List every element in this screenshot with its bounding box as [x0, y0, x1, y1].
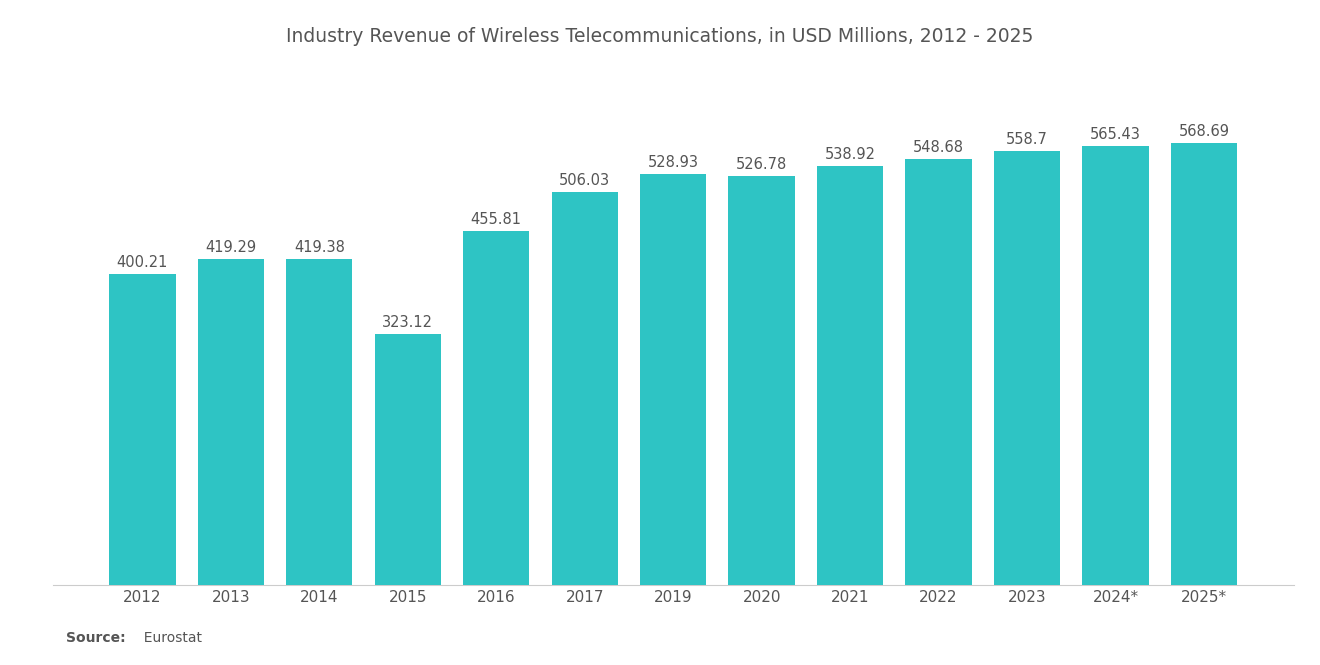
Text: 568.69: 568.69 [1179, 124, 1229, 139]
Text: 528.93: 528.93 [648, 155, 698, 170]
Text: 548.68: 548.68 [913, 140, 964, 155]
Text: 558.7: 558.7 [1006, 132, 1048, 147]
Bar [110, 274, 176, 585]
Bar [1082, 146, 1148, 585]
Text: 506.03: 506.03 [560, 173, 610, 188]
Text: Source:: Source: [66, 631, 125, 645]
Text: Industry Revenue of Wireless Telecommunications, in USD Millions, 2012 - 2025: Industry Revenue of Wireless Telecommuni… [286, 27, 1034, 46]
Text: 526.78: 526.78 [737, 157, 787, 172]
Bar [1171, 143, 1237, 585]
Bar [640, 174, 706, 585]
Text: 538.92: 538.92 [825, 147, 875, 162]
Bar [552, 192, 618, 585]
Text: 419.29: 419.29 [206, 240, 256, 255]
Text: 455.81: 455.81 [471, 212, 521, 227]
Bar [729, 176, 795, 585]
Bar [198, 259, 264, 585]
Bar [286, 259, 352, 585]
Bar [817, 166, 883, 585]
Bar [375, 334, 441, 585]
Text: 565.43: 565.43 [1090, 126, 1140, 142]
Text: 400.21: 400.21 [116, 255, 168, 270]
Text: 323.12: 323.12 [383, 315, 433, 330]
Bar [906, 158, 972, 585]
Text: 419.38: 419.38 [294, 240, 345, 255]
Bar [994, 151, 1060, 585]
Bar [463, 231, 529, 585]
Text: Eurostat: Eurostat [135, 631, 202, 645]
